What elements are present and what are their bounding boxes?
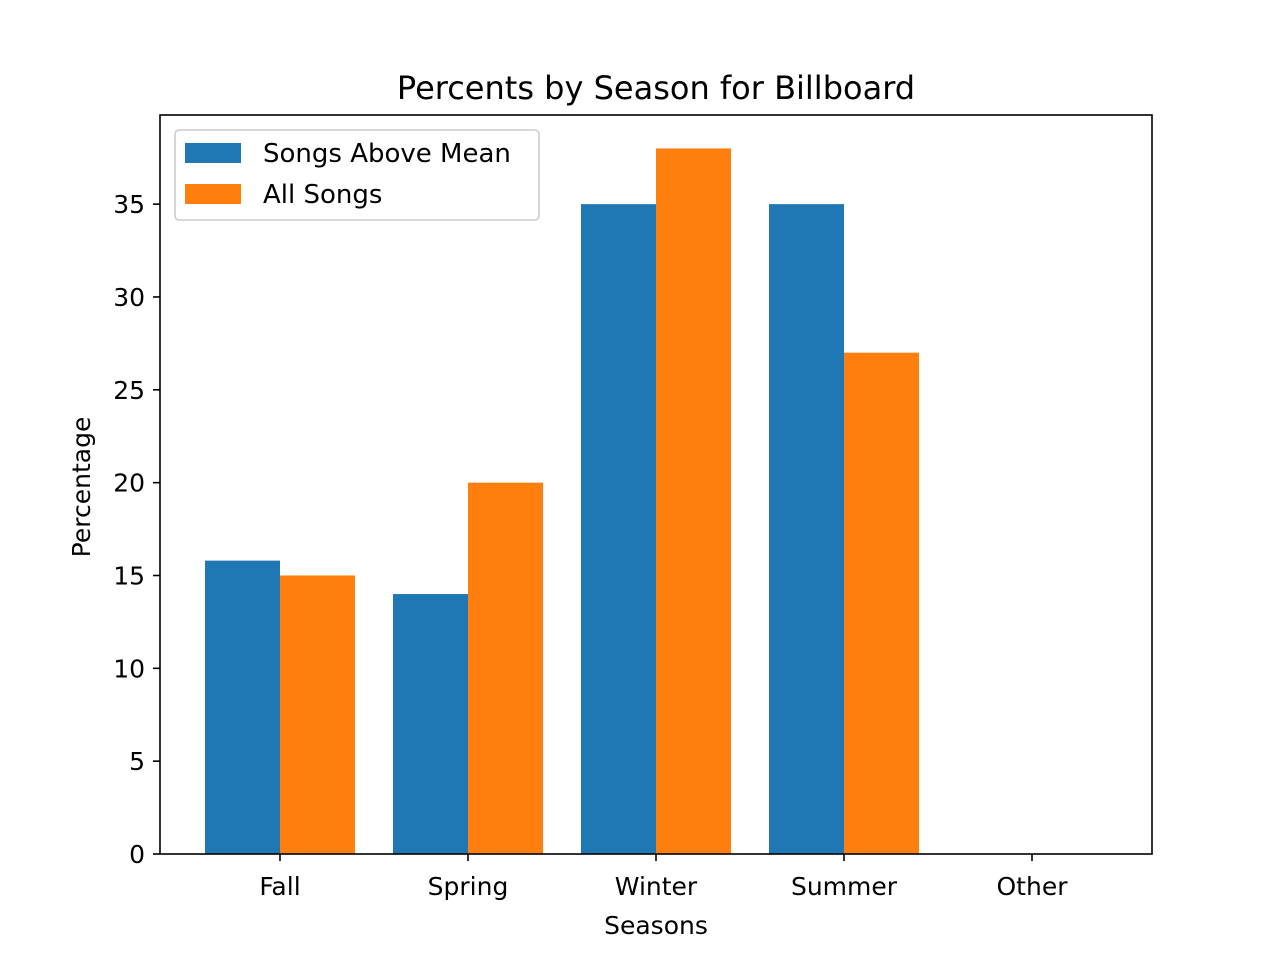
legend-swatch-songs-above-mean [185, 143, 241, 163]
bar-songs-above-mean-spring [393, 594, 468, 854]
legend-swatch-all-songs [185, 184, 241, 204]
legend-label-all-songs: All Songs [263, 180, 382, 210]
y-tick-label: 5 [129, 747, 145, 776]
y-tick-label: 0 [129, 840, 145, 869]
y-tick-label: 35 [113, 190, 145, 219]
y-axis-label: Percentage [67, 417, 96, 558]
bar-songs-above-mean-summer [769, 204, 844, 855]
y-tick-label: 15 [113, 561, 145, 590]
y-tick-label: 30 [113, 283, 145, 312]
x-axis-ticks: Fall Spring Winter Summer Other [259, 854, 1068, 901]
x-tick-label-spring: Spring [428, 872, 509, 901]
x-tick-label-summer: Summer [791, 872, 898, 901]
legend-frame [174, 129, 540, 221]
bar-songs-above-mean-winter [581, 204, 656, 855]
bar-all-songs-fall [280, 575, 355, 854]
y-axis-ticks: 0 5 10 15 20 25 30 35 [113, 190, 160, 869]
bar-all-songs-winter [656, 148, 731, 854]
y-tick-label: 10 [113, 654, 145, 683]
x-tick-label-other: Other [997, 872, 1069, 901]
y-tick-label: 25 [113, 376, 145, 405]
plot-frame [159, 114, 1153, 855]
y-tick-label: 20 [113, 469, 145, 498]
bar-all-songs-summer [844, 352, 919, 854]
x-tick-label-fall: Fall [259, 872, 300, 901]
bar-all-songs-spring [468, 482, 543, 854]
legend: Songs Above Mean All Songs [174, 129, 540, 221]
chart-title: Percents by Season for Billboard [397, 69, 915, 107]
x-axis-label: Seasons [604, 911, 708, 940]
legend-label-songs-above-mean: Songs Above Mean [263, 139, 511, 169]
x-tick-label-winter: Winter [615, 872, 698, 901]
bars-group [205, 148, 919, 855]
bar-songs-above-mean-fall [205, 560, 280, 854]
